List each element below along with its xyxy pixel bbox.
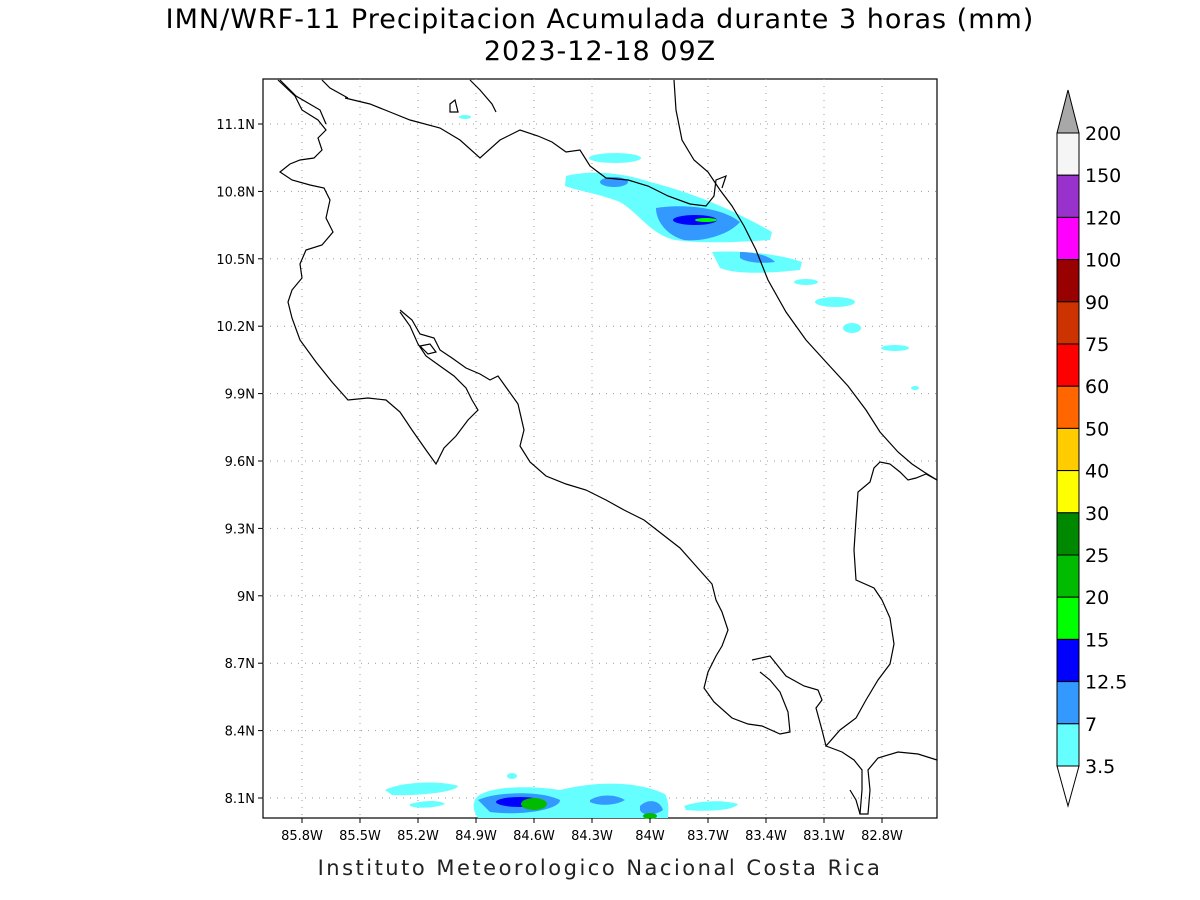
colorbar-legend: 200 150 120 100 90 75 60 50 40 30 25 20 15 12.5 7 3.5 bbox=[1056, 89, 1127, 808]
y-tick-label: 11.1N bbox=[216, 118, 255, 133]
longitude-axis: 85.8W 85.5W 85.2W 84.9W 84.6W 84.3W 84W 83.7W 83… bbox=[281, 818, 903, 844]
precip-area bbox=[521, 798, 547, 810]
gulf-nicoya bbox=[399, 309, 791, 735]
footer-credit: Instituto Meteorologico Nacional Costa R… bbox=[317, 856, 883, 880]
colorbar-overflow-triangle bbox=[1056, 89, 1080, 134]
precip-area bbox=[695, 218, 717, 222]
colorbar-level-label: 7 bbox=[1085, 714, 1097, 736]
colorbar-level-label: 75 bbox=[1085, 334, 1109, 356]
colorbar-swatch bbox=[1056, 638, 1080, 683]
map-title: IMN/WRF-11 Precipitacion Acumulada duran… bbox=[165, 4, 1035, 35]
colorbar-swatch bbox=[1056, 216, 1080, 261]
colorbar-level-label: 12.5 bbox=[1085, 672, 1127, 694]
y-tick-label: 9N bbox=[237, 590, 255, 605]
map-frame bbox=[262, 78, 938, 819]
x-tick-label: 83.1W bbox=[803, 829, 845, 844]
x-tick-label: 85.2W bbox=[397, 829, 439, 844]
north-coast bbox=[344, 97, 727, 207]
y-tick-label: 10.2N bbox=[216, 320, 255, 335]
precip-area bbox=[590, 795, 625, 805]
colorbar-swatch bbox=[1056, 470, 1080, 514]
precip-area bbox=[740, 252, 775, 263]
x-tick-label: 84.6W bbox=[513, 829, 555, 844]
colorbar-swatch bbox=[1056, 427, 1080, 472]
precip-area bbox=[911, 386, 919, 390]
colorbar-level-label: 20 bbox=[1085, 587, 1109, 609]
y-tick-label: 10.5N bbox=[216, 253, 255, 268]
colorbar-swatch bbox=[1056, 681, 1080, 725]
y-tick-label: 8.4N bbox=[225, 725, 255, 740]
y-tick-label: 10.8N bbox=[216, 185, 255, 200]
y-tick-label: 8.7N bbox=[225, 657, 255, 672]
colorbar-swatch bbox=[1056, 343, 1080, 387]
x-tick-label: 84W bbox=[635, 829, 665, 844]
colorbar-level-label: 15 bbox=[1085, 629, 1109, 651]
colorbar-swatch bbox=[1056, 259, 1080, 303]
lake-islet bbox=[449, 98, 459, 113]
colorbar-level-label: 200 bbox=[1085, 123, 1121, 145]
colorbar-swatch bbox=[1056, 174, 1080, 218]
colorbar-underflow-triangle bbox=[1056, 765, 1080, 808]
precipitation-areas-15mm bbox=[521, 218, 717, 819]
x-tick-label: 82.8W bbox=[861, 829, 903, 844]
colorbar-level-label: 50 bbox=[1085, 418, 1109, 440]
x-tick-label: 83.7W bbox=[687, 829, 729, 844]
precip-area bbox=[643, 813, 657, 819]
panama-border bbox=[825, 745, 938, 815]
precip-area bbox=[684, 801, 738, 811]
colorbar-level-label: 150 bbox=[1085, 165, 1121, 187]
colorbar-swatch bbox=[1056, 554, 1080, 598]
osa-peninsula bbox=[751, 461, 938, 748]
precip-area bbox=[589, 153, 641, 163]
y-tick-label: 9.9N bbox=[225, 388, 255, 403]
colorbar-level-label: 30 bbox=[1085, 503, 1109, 525]
colorbar-swatch bbox=[1056, 596, 1080, 640]
colorbar-level-label: 25 bbox=[1085, 545, 1109, 567]
north-bay bbox=[469, 79, 497, 113]
coastlines bbox=[277, 79, 938, 815]
precip-area bbox=[794, 279, 818, 285]
lake-shore bbox=[321, 79, 349, 99]
map-subtitle: 2023-12-18 09Z bbox=[483, 36, 717, 67]
colorbar-level-label: 100 bbox=[1085, 250, 1121, 272]
colorbar-level-label: 90 bbox=[1085, 292, 1109, 314]
x-tick-label: 84.9W bbox=[455, 829, 497, 844]
colorbar-swatch bbox=[1056, 723, 1080, 767]
nicoya-inner bbox=[418, 343, 438, 355]
x-tick-label: 84.3W bbox=[571, 829, 613, 844]
caribbean-coast bbox=[673, 79, 938, 481]
colorbar-swatch bbox=[1056, 512, 1080, 556]
colorbar-swatch bbox=[1056, 385, 1080, 429]
precip-area bbox=[640, 801, 663, 815]
nicaragua-border bbox=[279, 79, 327, 125]
precip-area bbox=[843, 323, 861, 333]
x-tick-label: 83.4W bbox=[745, 829, 787, 844]
colorbar-swatch bbox=[1056, 301, 1080, 345]
precip-area bbox=[881, 345, 909, 351]
x-tick-label: 85.8W bbox=[281, 829, 323, 844]
precip-area bbox=[507, 773, 517, 779]
burica bbox=[849, 789, 861, 815]
colorbar-swatch bbox=[1056, 132, 1080, 176]
colorbar-level-label: 60 bbox=[1085, 376, 1109, 398]
nicaragua-coast bbox=[277, 79, 479, 466]
precip-area bbox=[815, 297, 855, 307]
y-tick-label: 9.3N bbox=[225, 522, 255, 537]
y-tick-label: 9.6N bbox=[225, 455, 255, 470]
precip-area bbox=[410, 801, 445, 808]
colorbar-level-label: 120 bbox=[1085, 207, 1121, 229]
colorbar-level-label: 3.5 bbox=[1085, 756, 1115, 778]
precip-area bbox=[459, 115, 471, 119]
x-tick-label: 85.5W bbox=[339, 829, 381, 844]
colorbar-level-label: 40 bbox=[1085, 461, 1109, 483]
precip-area bbox=[385, 782, 458, 796]
latitude-axis: 11.1N 10.8N 10.5N 10.2N 9.9N 9.6N 9.3N 9N 8.7N 8.… bbox=[216, 118, 263, 807]
y-tick-label: 8.1N bbox=[225, 792, 255, 807]
